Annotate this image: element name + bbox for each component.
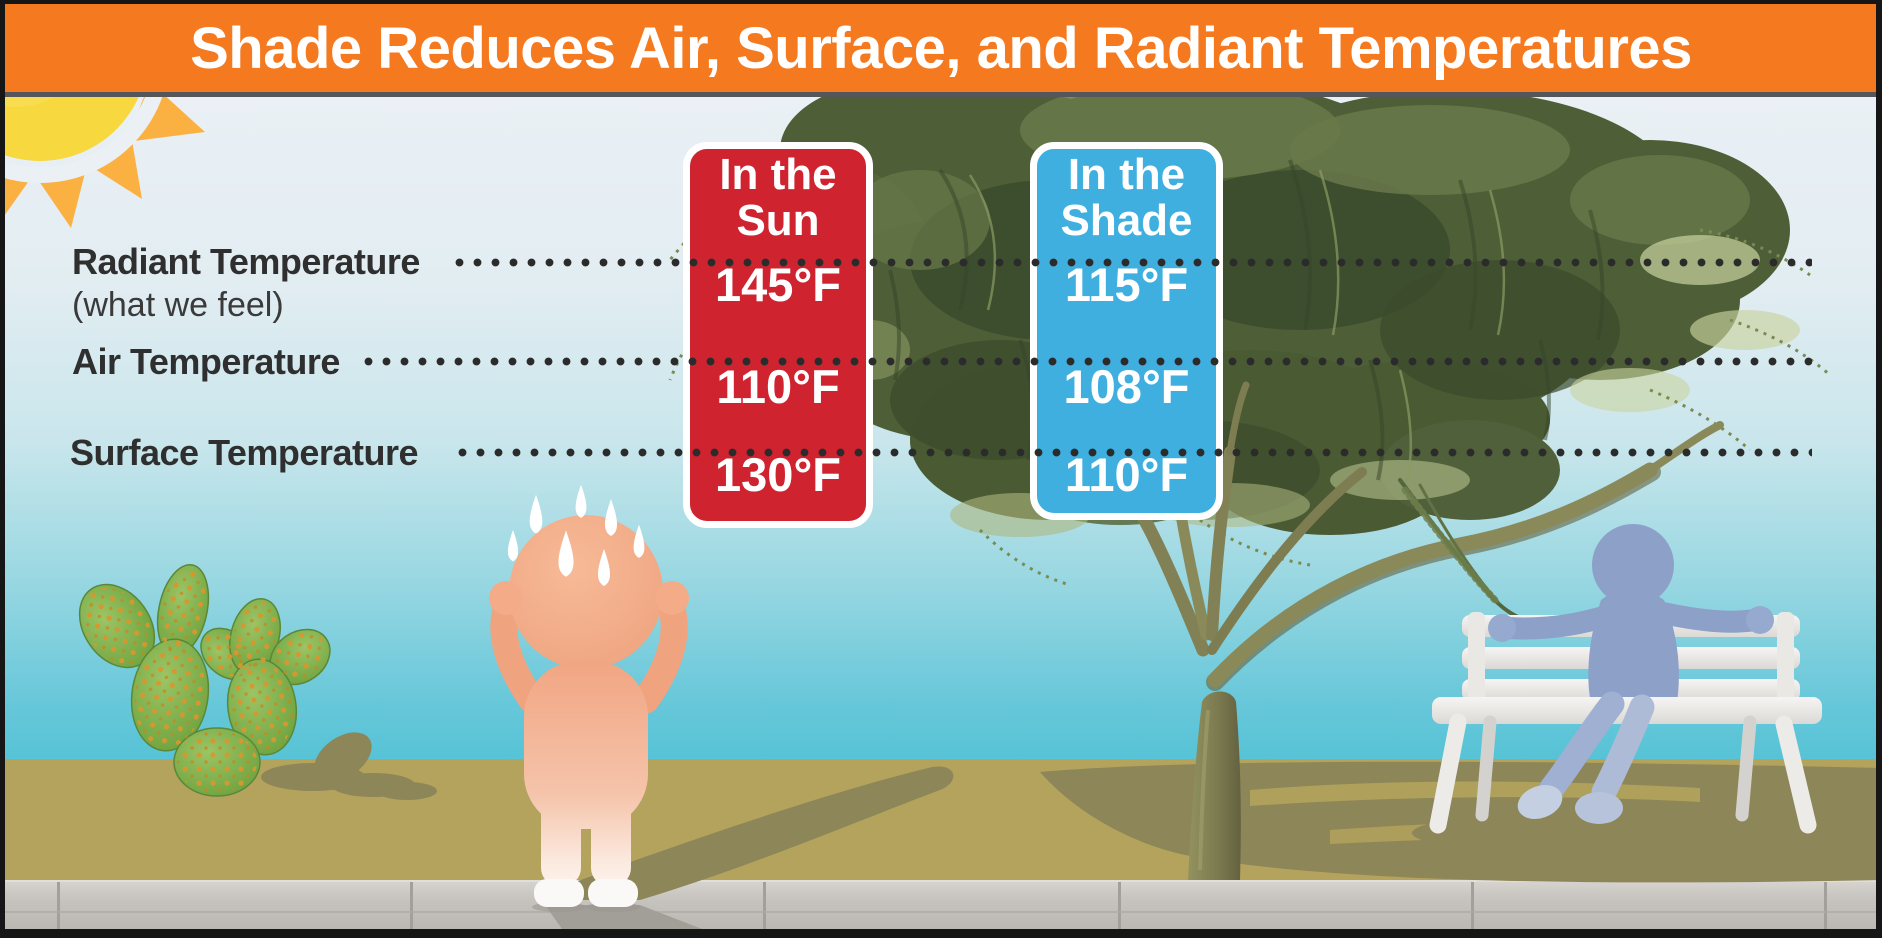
shade-panel-title: In the Shade — [1060, 150, 1193, 245]
bench-shadow — [1412, 809, 1848, 857]
person-shadow — [545, 766, 954, 929]
sweat-drops — [507, 484, 645, 586]
resting-person-icon — [1488, 524, 1774, 708]
bench-seat — [1432, 697, 1822, 724]
bench-legs — [1429, 713, 1817, 834]
surface-temp-sun-value: 130°F — [715, 448, 841, 501]
surface-temp-shade-value: 110°F — [1064, 448, 1189, 501]
dotted-line-surface — [458, 448, 1812, 457]
header: Shade Reduces Air, Surface, and Radiant … — [0, 0, 1882, 92]
bench-icon — [1412, 524, 1848, 857]
sidewalk-joint — [1824, 882, 1827, 929]
page-title: Shade Reduces Air, Surface, and Radiant … — [190, 15, 1692, 81]
cactus-icon — [78, 563, 437, 800]
sidewalk-joint — [1471, 882, 1474, 929]
sidewalk-joint — [57, 882, 60, 929]
in-the-sun-panel: In the Sun 145°F 110°F 130°F — [683, 142, 873, 528]
tree-trunk — [1188, 691, 1241, 880]
sidewalk-joint — [1118, 882, 1121, 929]
radiant-temp-sun-value: 145°F — [715, 258, 841, 311]
frame-left — [0, 0, 5, 938]
header-divider — [0, 92, 1882, 97]
person-head — [509, 515, 663, 669]
air-temp-sun-value: 110°F — [716, 360, 840, 413]
person-body — [524, 661, 648, 886]
frame-top — [0, 0, 1882, 4]
resting-person-legs — [1517, 691, 1655, 824]
radiant-temp-shade-value: 115°F — [1064, 258, 1189, 311]
cactus-shadow — [261, 732, 437, 800]
dotted-line-radiant — [455, 258, 1812, 267]
sun-panel-title: In the Sun — [719, 150, 837, 245]
frame-right — [1876, 0, 1882, 938]
radiant-temperature-label: Radiant Temperature — [72, 241, 420, 282]
sidewalk-joint — [763, 882, 766, 929]
sidewalk — [0, 880, 1882, 929]
frame-bottom — [0, 929, 1882, 938]
air-temp-shade-value: 108°F — [1063, 360, 1190, 413]
dotted-line-air — [364, 357, 1812, 366]
sidewalk-crack — [0, 911, 1882, 913]
surface-temperature-label: Surface Temperature — [70, 432, 418, 473]
sweating-person-icon — [489, 484, 954, 929]
in-the-shade-panel: In the Shade 115°F 108°F 110°F — [1030, 142, 1223, 520]
radiant-temperature-sublabel: (what we feel) — [72, 286, 284, 324]
sidewalk-joint — [410, 882, 413, 929]
air-temperature-label: Air Temperature — [72, 341, 340, 382]
